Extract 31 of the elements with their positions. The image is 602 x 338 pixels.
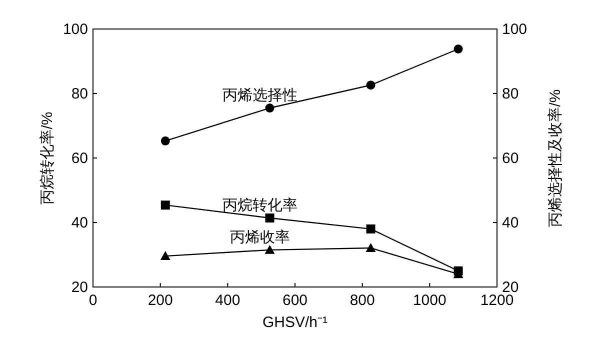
y-tick-label: 60 [71,150,88,167]
x-tick-label: 1000 [412,292,446,309]
point [160,136,170,146]
y2-axis-title: 丙烯选择性及收率/% [547,89,564,227]
point [160,200,170,210]
y2-tick-label: 60 [502,150,519,167]
point [265,213,274,222]
x-tick-label: 0 [88,292,98,309]
x-tick-label: 400 [215,292,240,309]
point [366,224,376,234]
point [366,80,376,90]
x-tick-label: 800 [350,292,375,309]
series-label: 丙烯收率 [230,228,290,246]
y-tick-label: 100 [62,21,88,38]
series-label: 丙烯选择性 [222,87,298,104]
y2-tick-label: 40 [502,214,519,232]
x-axis-title: GHSV/h⁻¹ [262,314,328,331]
y-tick-label: 20 [71,279,88,296]
point [264,244,275,254]
y2-tick-label: 100 [502,21,528,38]
point [366,242,376,252]
point [454,44,463,54]
y-tick-label: 80 [71,86,88,102]
series-label: 丙烷转化率 [222,196,298,214]
x-tick-label: 200 [148,292,173,309]
y2-tick-label: 80 [502,86,519,102]
point [160,251,170,260]
point [265,104,274,113]
y-tick-label: 40 [71,214,88,232]
x-tick-label: 600 [282,292,308,309]
y-axis-title: 丙烷转化率/% [39,112,56,204]
